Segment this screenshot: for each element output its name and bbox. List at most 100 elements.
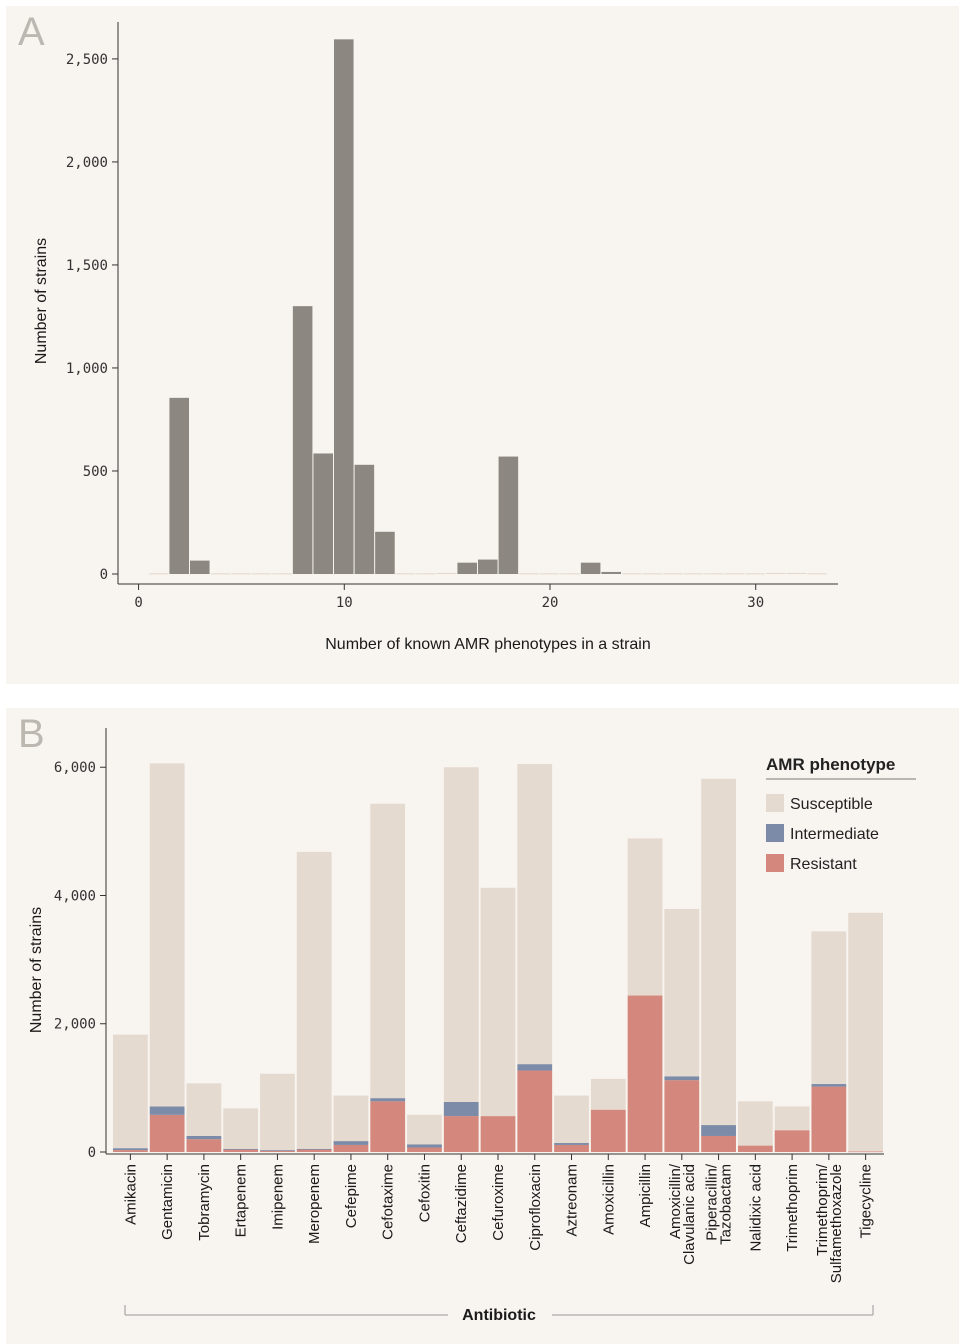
category-label-line: Meropenem xyxy=(306,1164,323,1244)
panel-a: A 0 500 1,000 1,500 2,000 2,500 0 10 20 30 Number… xyxy=(6,6,959,684)
histogram-bar xyxy=(251,573,272,575)
bar-segment-susceptible xyxy=(664,908,700,1077)
histogram-bar xyxy=(704,573,724,575)
legend: AMR phenotype Susceptible Intermediate Res… xyxy=(766,755,916,873)
category-label: Amoxicillin xyxy=(600,1164,617,1235)
histogram-bar xyxy=(766,572,786,574)
y-tick-label: 1,000 xyxy=(66,361,108,377)
bar-segment-susceptible xyxy=(296,851,332,1149)
x-tick-label: 30 xyxy=(747,595,764,611)
histogram-bar xyxy=(622,573,642,575)
category-label-line: Ertapenem xyxy=(233,1164,250,1237)
category-label-line: Amoxicillin/ xyxy=(667,1163,684,1239)
legend-label: Resistant xyxy=(790,856,857,873)
histogram-bar xyxy=(663,573,683,575)
histogram-bar xyxy=(148,573,169,575)
histogram-bar xyxy=(231,573,251,575)
bar-segment-intermediate xyxy=(370,1098,406,1102)
category-label: Tigecycline xyxy=(858,1164,875,1238)
bar-segment-susceptible xyxy=(260,1073,295,1151)
bar-segment-intermediate xyxy=(664,1076,700,1081)
bar-segment-susceptible xyxy=(848,912,883,1152)
x-tick-label: 0 xyxy=(134,595,142,611)
category-label: Amikacin xyxy=(122,1164,139,1225)
bar-segment-intermediate xyxy=(186,1135,222,1140)
bar-segment-susceptible xyxy=(554,1095,589,1144)
histogram-bar xyxy=(601,571,621,574)
bar-segment-resistant xyxy=(370,1101,406,1152)
category-label-line: Cefotaxime xyxy=(380,1164,397,1240)
bar-segment-intermediate xyxy=(554,1143,589,1145)
y-axis-label: Number of strains xyxy=(28,907,45,1033)
stacked-axes: 0 2,000 4,000 6,000 xyxy=(54,728,884,1161)
category-label-line: Nalidixic acid xyxy=(747,1164,764,1252)
bar-segment-susceptible xyxy=(737,1101,773,1146)
histogram-bar xyxy=(292,306,313,574)
bar-segment-resistant xyxy=(407,1147,442,1152)
bar-segment-susceptible xyxy=(811,931,847,1085)
y-tick-label: 500 xyxy=(83,464,108,480)
histogram-bar xyxy=(375,531,395,574)
histogram-bar xyxy=(190,560,210,574)
histogram-bar xyxy=(539,573,560,575)
category-label-line: Cefepime xyxy=(343,1164,360,1228)
bar-segment-susceptible xyxy=(113,1034,148,1149)
category-label-line: Amoxicillin xyxy=(600,1164,617,1235)
bar-segment-susceptible xyxy=(480,887,516,1117)
y-tick-label: 2,000 xyxy=(66,155,108,171)
histogram-bar xyxy=(272,573,292,575)
y-tick-label: 1,500 xyxy=(66,258,108,274)
category-label-line: Sulfamethoxazole xyxy=(828,1164,845,1283)
bar-segment-susceptible xyxy=(186,1083,222,1136)
category-label: Ciprofloxacin xyxy=(527,1164,544,1251)
histogram-bar xyxy=(436,572,457,574)
bar-segment-susceptible xyxy=(590,1078,626,1110)
histogram-bar xyxy=(745,573,765,575)
bar-segment-intermediate xyxy=(811,1084,847,1087)
category-label: Piperacillin/Tazobactam xyxy=(704,1163,735,1245)
panel-b-letter: B xyxy=(18,712,45,756)
bar-segment-intermediate xyxy=(296,1148,332,1150)
bar-segment-susceptible xyxy=(701,778,736,1126)
histogram-bar xyxy=(786,572,807,574)
x-axis-label: Antibiotic xyxy=(462,1307,536,1324)
y-tick-label: 2,000 xyxy=(54,1017,96,1033)
x-axis-label: Number of known AMR phenotypes in a stra… xyxy=(325,636,651,653)
category-label: Ampicillin xyxy=(637,1164,654,1227)
category-label: Tobramycin xyxy=(196,1164,213,1241)
stacked-bar-chart: 0 2,000 4,000 6,000 Amikacin Gentamicin Tobra… xyxy=(28,728,916,1324)
bar-segment-resistant xyxy=(627,995,663,1152)
category-label: Nalidixic acid xyxy=(747,1164,764,1252)
category-label-line: Tobramycin xyxy=(196,1164,213,1241)
bar-segment-susceptible xyxy=(774,1106,810,1131)
bar-segment-resistant xyxy=(590,1109,626,1152)
histogram-bar xyxy=(395,573,416,575)
category-label: Imipenem xyxy=(269,1164,286,1230)
bar-segment-intermediate xyxy=(701,1125,736,1136)
category-label: Ertapenem xyxy=(233,1164,250,1237)
bar-segment-resistant xyxy=(701,1135,736,1152)
bar-segment-intermediate xyxy=(113,1148,148,1151)
category-label-line: Ciprofloxacin xyxy=(527,1164,544,1251)
y-tick-label: 0 xyxy=(100,567,108,583)
bar-segment-intermediate xyxy=(260,1150,295,1151)
category-label-line: Trimethoprim xyxy=(784,1164,801,1252)
category-label-line: Cefoxitin xyxy=(416,1164,433,1222)
histogram-bar xyxy=(519,573,539,575)
histogram-bar xyxy=(560,573,580,575)
y-tick-label: 2,500 xyxy=(66,52,108,68)
histogram-bar xyxy=(169,397,189,574)
bar-segment-resistant xyxy=(443,1116,479,1152)
bar-segment-resistant xyxy=(517,1070,553,1152)
bar-segment-susceptible xyxy=(223,1108,259,1149)
category-label-line: Tigecycline xyxy=(858,1164,875,1238)
bar-segment-resistant xyxy=(848,1151,883,1153)
histogram-bar xyxy=(457,562,477,574)
bar-segment-susceptible xyxy=(149,763,185,1107)
x-tick-label: 20 xyxy=(542,595,559,611)
bar-segment-resistant xyxy=(113,1150,148,1152)
bar-segment-resistant xyxy=(333,1144,369,1152)
y-tick-label: 0 xyxy=(88,1145,96,1161)
category-label: Amoxicillin/Clavulanic acid xyxy=(667,1163,698,1265)
category-label: Cefepime xyxy=(343,1164,360,1228)
